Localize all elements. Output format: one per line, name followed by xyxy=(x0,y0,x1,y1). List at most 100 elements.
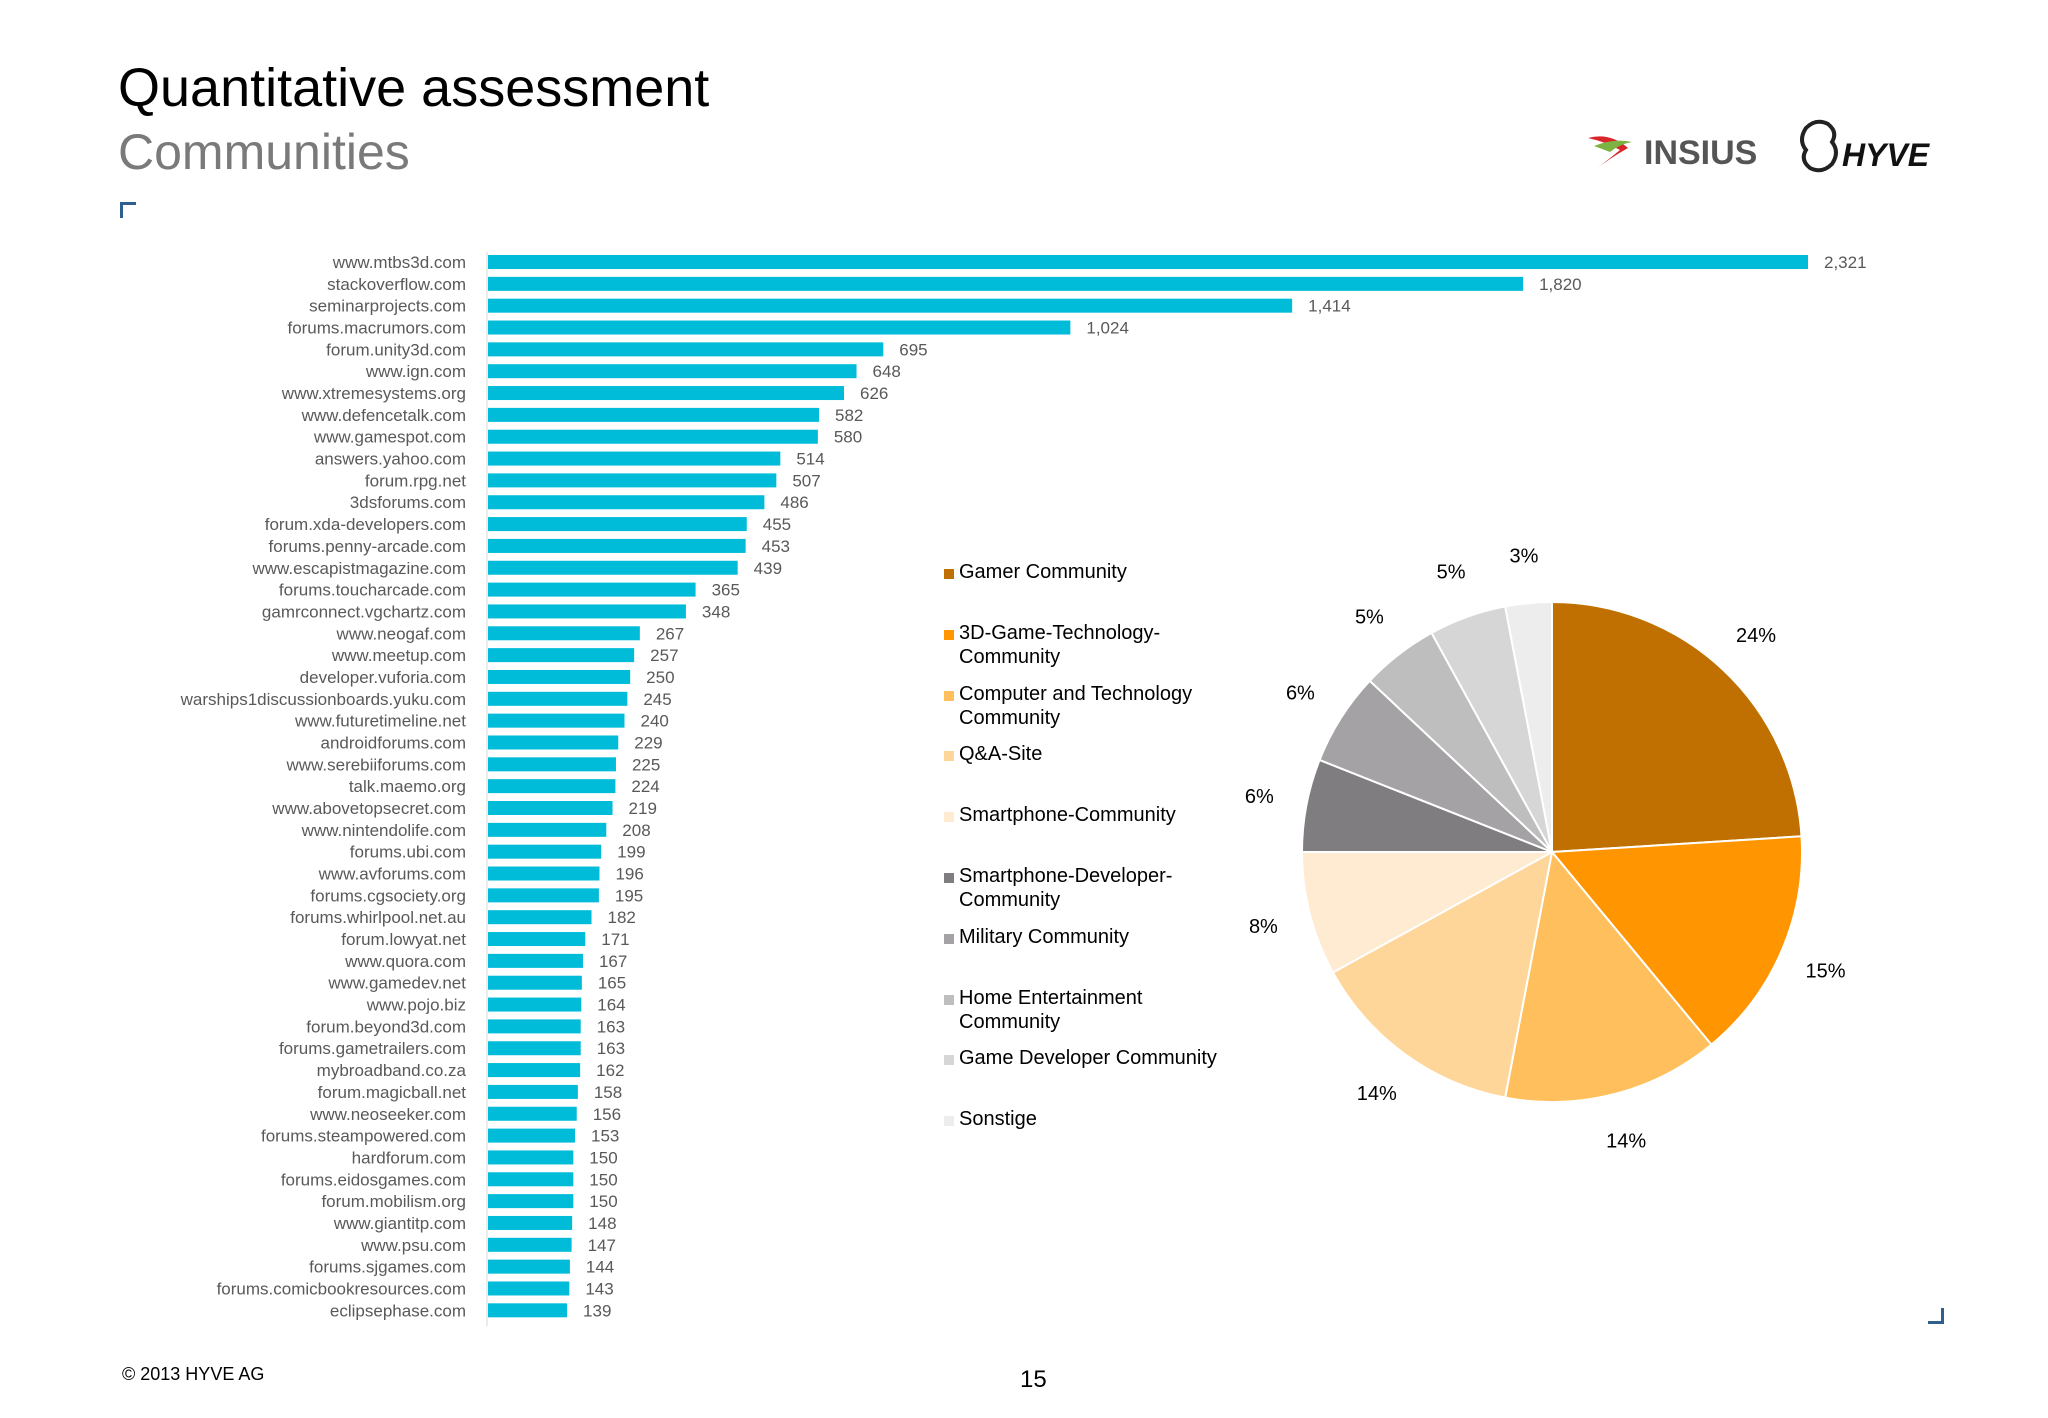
bar-category-label: eclipsephase.com xyxy=(330,1301,466,1320)
bar-category-label: www.escapistmagazine.com xyxy=(251,559,466,578)
bar-category-label: forum.magicball.net xyxy=(318,1083,467,1102)
bar-category-label: forums.cgsociety.org xyxy=(310,886,466,905)
bar xyxy=(488,713,625,728)
bar xyxy=(488,1019,581,1034)
partner-logos: INSIUS HYVE xyxy=(1588,119,1931,173)
bar-value-label: 139 xyxy=(583,1301,611,1320)
pie-slice xyxy=(1331,850,1554,1099)
bar-value-label: 455 xyxy=(763,515,791,534)
bar-category-label: www.nintendolife.com xyxy=(301,821,466,840)
bar xyxy=(488,757,616,772)
bar-category-label: www.defencetalk.com xyxy=(301,406,466,425)
bar xyxy=(488,1084,578,1099)
bar-value-label: 150 xyxy=(589,1148,617,1167)
bar-value-label: 1,820 xyxy=(1539,275,1582,294)
bar-value-label: 224 xyxy=(631,777,659,796)
pie-slice-label: 15% xyxy=(1805,960,1845,982)
bar xyxy=(488,1194,574,1209)
bar-value-label: 580 xyxy=(834,428,862,447)
bar xyxy=(488,364,857,379)
insius-logo-swoosh xyxy=(1594,140,1632,152)
bar-value-label: 150 xyxy=(589,1192,617,1211)
bar xyxy=(488,451,781,466)
bar-value-label: 164 xyxy=(597,996,625,1015)
legend-label-line: Home Entertainment xyxy=(959,986,1143,1009)
legend-swatch xyxy=(944,690,954,701)
bar-value-label: 2,321 xyxy=(1824,253,1867,272)
bar xyxy=(488,779,616,794)
legend-label: Smartphone-Community xyxy=(959,803,1176,827)
bar-value-label: 165 xyxy=(598,974,626,993)
bar-category-label: www.psu.com xyxy=(360,1236,466,1255)
bar-category-label: forum.unity3d.com xyxy=(326,340,466,359)
pie-slice-label: 14% xyxy=(1357,1083,1397,1105)
bar-value-label: 648 xyxy=(873,362,901,381)
bar-category-label: www.ign.com xyxy=(365,362,466,381)
legend-label: Smartphone-Developer- Community xyxy=(959,864,1172,912)
bar xyxy=(488,1150,574,1165)
pie-slice-label: 6% xyxy=(1245,786,1274,808)
pie-slice-label: 5% xyxy=(1437,562,1466,584)
bar-value-label: 171 xyxy=(601,930,629,949)
bar-category-label: forums.eidosgames.com xyxy=(281,1170,466,1189)
bar-value-label: 143 xyxy=(585,1279,613,1298)
bar xyxy=(488,910,592,925)
bar-category-label: forums.sjgames.com xyxy=(309,1258,466,1277)
bar xyxy=(488,866,600,881)
pie-slice-label: 6% xyxy=(1286,682,1315,704)
legend-label-line: Smartphone-Community xyxy=(959,804,1176,827)
bar-value-label: 163 xyxy=(597,1039,625,1058)
bar xyxy=(488,604,686,619)
bar-category-label: forums.steampowered.com xyxy=(261,1127,466,1146)
bar xyxy=(488,560,738,575)
bar-value-label: 219 xyxy=(629,799,657,818)
bar-value-label: 453 xyxy=(762,537,790,556)
bar-category-label: www.neoseeker.com xyxy=(309,1105,466,1124)
bar-category-label: www.serebiiforums.com xyxy=(286,755,467,774)
bar-value-label: 439 xyxy=(754,559,782,578)
bar-value-label: 225 xyxy=(632,755,660,774)
legend-label-line: Game Developer Community xyxy=(959,1047,1217,1070)
bar xyxy=(488,582,696,597)
legend-label-line: Gamer Community xyxy=(959,561,1127,583)
bar-category-label: answers.yahoo.com xyxy=(315,450,466,469)
legend-label: Game Developer Community xyxy=(959,1046,1217,1070)
bar xyxy=(488,407,819,422)
bar-category-label: www.quora.com xyxy=(344,952,466,971)
bar-category-label: www.mtbs3d.com xyxy=(332,253,466,272)
bar-value-label: 147 xyxy=(588,1236,616,1255)
insius-logo: INSIUS xyxy=(1588,134,1757,172)
bar-category-label: mybroadband.co.za xyxy=(317,1061,467,1080)
bar-category-label: forum.mobilism.org xyxy=(321,1192,466,1211)
bar-category-label: www.xtremesystems.org xyxy=(281,384,466,403)
bar-category-label: forum.rpg.net xyxy=(365,471,466,490)
bar-value-label: 199 xyxy=(617,843,645,862)
legend-label-line: Community xyxy=(959,706,1061,729)
bar-value-label: 163 xyxy=(597,1017,625,1036)
bar-category-label: forum.xda-developers.com xyxy=(265,515,466,534)
page-number: 15 xyxy=(1020,1366,1047,1393)
bar-value-label: 195 xyxy=(615,886,643,905)
legend-label-line: Military Community xyxy=(959,925,1130,948)
bar-value-label: 144 xyxy=(586,1258,614,1277)
legend-label-line: Community xyxy=(959,1010,1061,1033)
bar xyxy=(488,473,777,488)
bar xyxy=(488,735,619,750)
bar-value-label: 182 xyxy=(608,908,636,927)
bar-category-label: www.abovetopsecret.com xyxy=(271,799,466,818)
bar-value-label: 148 xyxy=(588,1214,616,1233)
footer-copyright: © 2013 HYVE AG xyxy=(122,1364,265,1384)
bar-value-label: 695 xyxy=(899,340,927,359)
bar xyxy=(488,1172,574,1187)
bar-category-label: seminarprojects.com xyxy=(309,297,466,316)
bar xyxy=(488,1259,570,1274)
bar-category-label: forums.comicbookresources.com xyxy=(217,1279,466,1298)
legend-swatch xyxy=(944,1055,954,1066)
bar-value-label: 626 xyxy=(860,384,888,403)
bar xyxy=(488,495,765,510)
bar xyxy=(488,342,884,357)
bar-category-label: www.gamespot.com xyxy=(313,428,466,447)
legend-swatch xyxy=(944,751,954,762)
legend-label-line: Q&A-Site xyxy=(959,743,1043,766)
bar-value-label: 156 xyxy=(593,1105,621,1124)
